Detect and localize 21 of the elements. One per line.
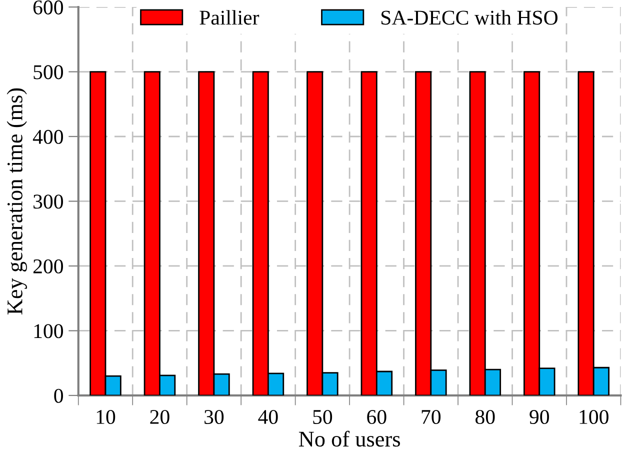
y-tick-label: 400: [32, 130, 63, 144]
y-tick-label: 300: [34, 194, 63, 209]
x-tick-label: 60: [367, 410, 386, 424]
x-axis-title: No of users: [298, 430, 400, 447]
x-tick-label: 90: [530, 410, 549, 424]
y-tick-label: 0: [54, 388, 63, 403]
x-tick-label: 50: [313, 410, 332, 424]
x-tick-label: 30: [204, 410, 224, 424]
y-tick-label: 200: [33, 259, 63, 274]
legend-label: SA-DECC with HSO: [381, 10, 558, 25]
y-tick-label: 100: [34, 324, 63, 338]
x-tick-label: 70: [422, 410, 441, 424]
y-tick-label: 600: [33, 0, 63, 14]
x-tick-label: 20: [150, 410, 170, 424]
x-tick-label: 40: [258, 410, 278, 424]
x-tick-label: 10: [96, 410, 116, 424]
y-axis-title: Key generation time (ms): [6, 88, 27, 314]
legend-label: Paillier: [200, 10, 260, 25]
x-tick-label: 80: [476, 410, 495, 424]
x-tick-label: 100: [580, 410, 608, 424]
y-tick-label: 500: [34, 65, 63, 80]
